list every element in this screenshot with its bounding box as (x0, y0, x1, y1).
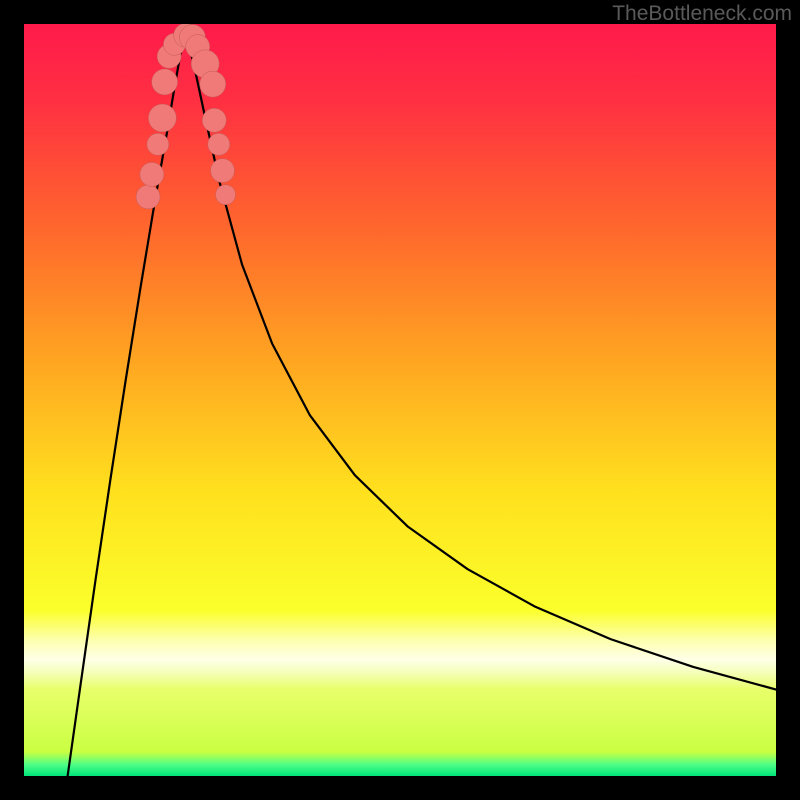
plot-area (24, 24, 776, 776)
curve-marker (148, 104, 176, 132)
bottleneck-curve (24, 24, 776, 776)
curve-marker (211, 159, 235, 183)
curve-markers (136, 24, 235, 209)
curve-marker (208, 133, 230, 155)
curve-right-branch (186, 34, 776, 690)
chart-frame: TheBottleneck.com (0, 0, 800, 800)
curve-marker (202, 108, 226, 132)
watermark-text: TheBottleneck.com (612, 2, 792, 26)
curve-marker (216, 185, 236, 205)
curve-marker (136, 185, 160, 209)
curve-marker (200, 71, 226, 97)
curve-marker (147, 133, 169, 155)
curve-marker (140, 162, 164, 186)
curve-marker (152, 69, 178, 95)
